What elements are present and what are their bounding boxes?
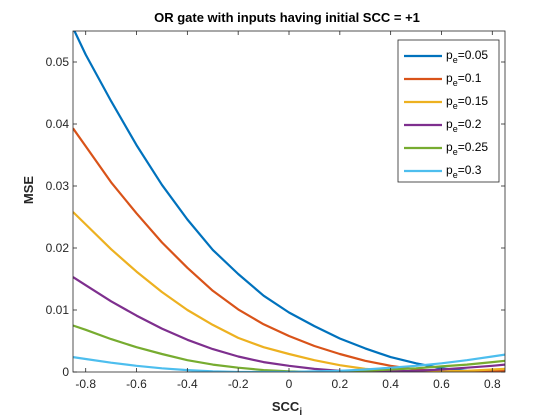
legend-label-4: pe=0.2 [446, 117, 482, 134]
legend-label-value: =0.2 [458, 117, 482, 131]
legend-box [397, 39, 500, 183]
legend-label-main: p [446, 117, 453, 131]
y-tick-label: 0 [62, 365, 69, 379]
x-tick-label: -0.2 [228, 377, 249, 391]
legend-label-subscript: e [453, 170, 458, 180]
x-axis-ticks: -0.8 -0.6 -0.4 -0.2 0 0.2 0.4 0.6 0.8 [75, 31, 501, 391]
legend-label-2: pe=0.1 [446, 71, 482, 88]
legend-label-value: =0.05 [458, 48, 489, 62]
legend-label-value: =0.1 [458, 71, 482, 85]
legend-label-main: p [446, 140, 453, 154]
legend-label-subscript: e [453, 147, 458, 157]
legend-label-subscript: e [453, 55, 458, 65]
y-axis-ticks: 0 0.01 0.02 0.03 0.04 0.05 [46, 55, 505, 379]
legend-label-subscript: e [453, 78, 458, 88]
legend-label-value: =0.3 [458, 163, 482, 177]
legend-label-5: pe=0.25 [446, 140, 488, 157]
y-tick-label: 0.03 [46, 179, 70, 193]
legend-label-main: p [446, 94, 453, 108]
legend-label-value: =0.15 [458, 94, 489, 108]
legend-label-main: p [446, 71, 453, 85]
legend-label-6: pe=0.3 [446, 163, 482, 180]
y-tick-label: 0.04 [46, 117, 70, 131]
x-tick-label: 0.8 [484, 377, 501, 391]
legend-label-subscript: e [453, 124, 458, 134]
x-tick-label: 0.6 [433, 377, 450, 391]
legend-label-subscript: e [453, 101, 458, 111]
series-line-6 [73, 353, 505, 372]
x-tick-label: 0.2 [331, 377, 348, 391]
legend-label-3: pe=0.15 [446, 94, 488, 111]
x-tick-label: 0 [286, 377, 293, 391]
x-tick-label: 0.4 [382, 377, 399, 391]
legend-label-main: p [446, 48, 453, 62]
x-tick-label: -0.4 [177, 377, 198, 391]
y-tick-label: 0.01 [46, 303, 70, 317]
y-tick-label: 0.05 [46, 55, 70, 69]
x-tick-label: -0.8 [75, 377, 96, 391]
x-axis-label-main: SCC [272, 399, 300, 414]
y-axis-label: MSE [21, 176, 36, 205]
x-axis-label: SCCi [272, 399, 302, 418]
x-tick-label: -0.6 [126, 377, 147, 391]
y-tick-label: 0.02 [46, 241, 70, 255]
legend-label-value: =0.25 [458, 140, 489, 154]
legend-label-main: p [446, 163, 453, 177]
x-axis-label-subscript: i [299, 407, 302, 418]
legend-label-1: pe=0.05 [446, 48, 488, 65]
chart-title: OR gate with inputs having initial SCC =… [154, 10, 420, 25]
